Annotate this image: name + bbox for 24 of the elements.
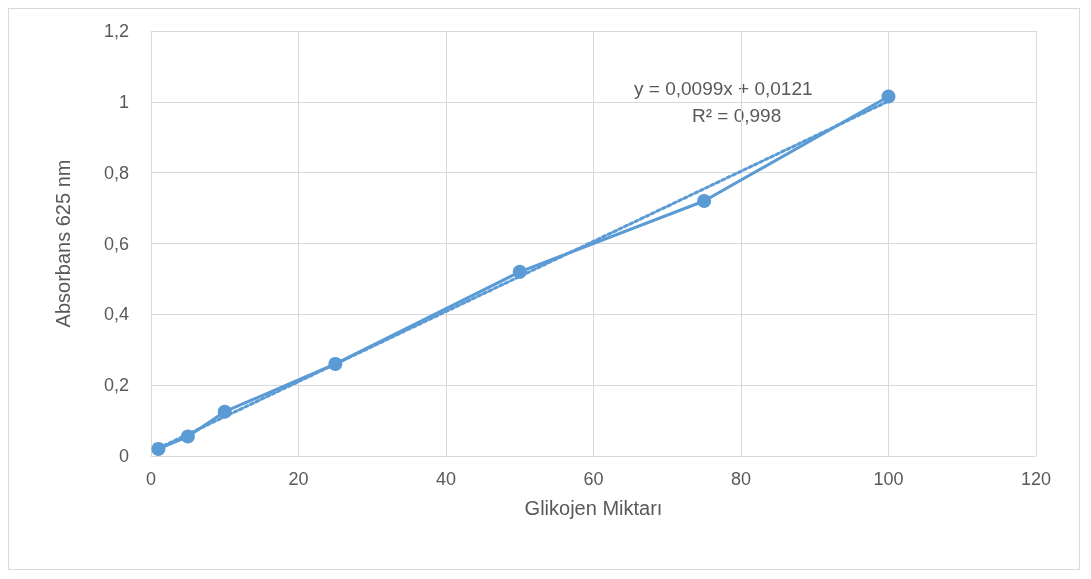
y-tick-label: 1: [118, 91, 129, 112]
x-tick-label: 100: [873, 469, 904, 489]
y-tick-label: 0,6: [103, 233, 129, 254]
x-axis-title: Glikojen Miktarı: [524, 497, 663, 519]
point: [881, 89, 896, 104]
point: [180, 429, 195, 444]
y-tick-label: 0,8: [103, 162, 129, 183]
point: [512, 264, 527, 279]
point: [217, 404, 232, 419]
x-tick-label: 0: [145, 469, 157, 489]
x-tick-label: 20: [288, 469, 309, 489]
point: [151, 441, 166, 456]
x-tick-label: 60: [583, 469, 604, 489]
point: [328, 356, 343, 371]
y-tick-label: 1,2: [103, 21, 129, 41]
x-tick-label: 120: [1020, 469, 1052, 489]
annotation: R² = 0,998: [692, 105, 782, 126]
x-tick-label: 40: [435, 469, 457, 489]
y-tick-label: 0: [118, 446, 129, 466]
x-tick-label: 80: [730, 469, 752, 489]
y-axis-title: Absorbans 625 nm: [52, 159, 74, 328]
y-tick-label: 0,2: [103, 375, 129, 396]
y-tick-label: 0,4: [103, 304, 129, 325]
point: [697, 194, 712, 208]
